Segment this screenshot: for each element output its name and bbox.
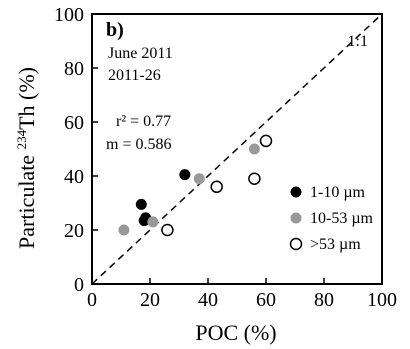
data-point-series-1 [138,215,150,227]
plot-frame [91,13,383,285]
data-point-series-2 [147,216,159,228]
data-point-series-3 [259,134,273,148]
x-tick-label: 40 [198,289,218,311]
y-tick-label: 40 [64,166,84,188]
y-tick-label: 100 [54,4,84,26]
legend-label-2: 10-53 µm [310,210,374,227]
data-point-series-3 [210,180,223,194]
data-point-series-2 [193,173,205,185]
legend-marker-3 [289,237,303,251]
y-tick-label: 20 [64,220,84,242]
annotation-station: 2011-26 [108,67,161,84]
legend-marker-2 [290,212,302,224]
data-point-series-3 [161,223,174,237]
annotation-r-squared: r² = 0.77 [116,113,171,130]
panel-label: b) [106,19,124,41]
annotation-slope: m = 0.586 [106,136,171,153]
x-tick-label: 20 [140,289,160,311]
y-tick-label: 80 [64,58,84,80]
y-axis-title: Particulate 234Th (%) [14,67,39,249]
y-tick-label: 60 [64,112,84,134]
data-point-series-1 [135,198,147,210]
data-point-series-2 [118,224,130,236]
x-tick-label: 80 [314,289,334,311]
legend-label-1: 1-10 µm [310,184,366,201]
data-point-series-2 [248,143,260,155]
x-tick-label: 60 [256,289,276,311]
annotation-date: June 2011 [108,45,173,62]
data-point-series-1 [179,169,191,181]
y-tick-label: 0 [74,274,84,296]
one-to-one-label: 1:1 [348,33,368,50]
legend-label-3: >53 µm [310,236,361,253]
one-to-one-line [91,13,383,285]
data-point-series-3 [248,172,261,185]
legend-marker-1 [290,186,302,198]
x-tick-label: 0 [87,289,97,311]
x-tick-label: 100 [367,289,397,311]
x-axis-title: POC (%) [195,320,276,345]
